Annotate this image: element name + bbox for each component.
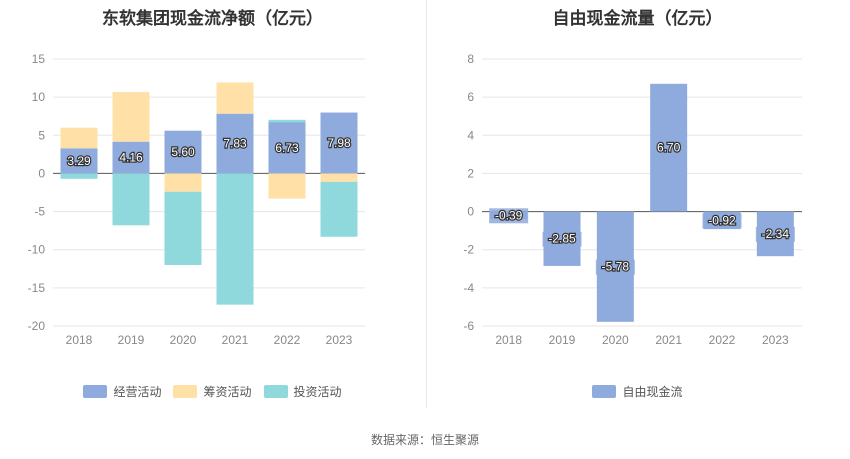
left-data-label-bg [323, 135, 355, 151]
right-legend-label: 自由现金流 [622, 385, 683, 399]
right-x-tick-label: 2023 [762, 333, 789, 347]
right-data-label-bg [489, 208, 529, 224]
right-legend-item-1[interactable]: 自由现金流 [592, 383, 683, 400]
left-data-label-bg [219, 136, 251, 152]
right-y-tick-label: -4 [463, 281, 474, 295]
right-data-label-bg [755, 226, 795, 242]
right-x-tick-label: 2019 [549, 333, 576, 347]
left-x-tick-label: 2020 [170, 333, 197, 347]
left-legend-item-3[interactable]: 投资活动 [263, 383, 342, 400]
left-y-tick-label: -5 [34, 205, 45, 219]
left-x-tick-label: 2022 [274, 333, 301, 347]
left-bar-3 [112, 173, 150, 226]
left-bar-3 [268, 119, 306, 123]
right-legend-swatch [592, 385, 617, 398]
left-y-tick-label: 15 [32, 52, 46, 66]
left-data-label: 4.16 [119, 151, 143, 165]
left-legend-label: 筹资活动 [203, 385, 252, 399]
left-data-label-bg [167, 145, 199, 161]
right-data-label: 6.70 [657, 141, 681, 155]
left-chart-title: 东软集团现金流净额（亿元） [102, 9, 323, 28]
left-bar-2 [268, 173, 306, 199]
left-bar-2 [164, 173, 202, 192]
right-data-label: -0.39 [495, 208, 523, 222]
left-y-tick-label: 10 [32, 90, 46, 104]
left-chart-plot: 15 10 5 0 -5 -10 -15 -20 2018 2019 2020 2021 2022 202… [28, 52, 365, 347]
left-y-tick-label: 5 [38, 128, 45, 142]
left-y-tick-label: -15 [28, 281, 46, 295]
right-y-tick-label: 0 [467, 205, 474, 219]
left-data-label: 7.98 [327, 136, 351, 150]
left-legend-swatch [83, 385, 108, 398]
right-y-tick-label: 4 [467, 128, 474, 142]
left-data-label: 3.29 [67, 154, 91, 168]
right-y-tick-label: 2 [467, 166, 474, 180]
left-bar-2 [216, 82, 254, 114]
panel-divider [426, 0, 427, 408]
left-bar-3 [164, 191, 202, 265]
right-chart-panel: 自由现金流量（亿元） 8 6 4 2 0 -2 -4 -6 2018 2019 2020 2021 20… [425, 0, 850, 410]
left-legend-label: 投资活动 [293, 385, 342, 399]
right-y-tick-label: 6 [467, 90, 474, 104]
left-legend-item-1[interactable]: 经营活动 [83, 383, 161, 400]
left-legend-swatch [173, 385, 198, 398]
left-data-label: 5.60 [171, 145, 195, 159]
left-bar-3 [216, 173, 254, 305]
left-y-tick-label: -10 [28, 243, 46, 257]
left-legend-swatch [263, 385, 288, 398]
right-x-tick-label: 2020 [602, 333, 629, 347]
left-x-tick-label: 2018 [66, 333, 93, 347]
right-data-label: -2.85 [548, 232, 576, 246]
left-data-label-bg [115, 150, 147, 166]
right-data-label: -2.34 [762, 227, 790, 241]
right-y-tick-label: -2 [463, 243, 474, 257]
left-legend-item-2[interactable]: 筹资活动 [173, 383, 252, 400]
left-y-tick-label: 0 [38, 166, 45, 180]
left-bar-2 [320, 173, 358, 182]
left-legend-label: 经营活动 [113, 385, 162, 399]
right-data-label-bg [652, 140, 685, 156]
right-y-tick-label: -6 [463, 319, 474, 333]
left-bar-3 [320, 181, 358, 237]
right-data-label: -0.92 [708, 213, 736, 227]
data-source-note: 数据来源：恒生聚源 [370, 433, 479, 447]
right-data-label-bg [542, 231, 582, 247]
right-data-label: -5.78 [602, 260, 630, 274]
right-chart-legend: 自由现金流 [425, 383, 850, 400]
right-data-label-bg [595, 259, 635, 275]
right-data-label-bg [702, 213, 742, 229]
right-x-tick-label: 2021 [655, 333, 682, 347]
left-chart-legend: 经营活动 筹资活动 投资活动 [0, 383, 425, 400]
right-x-tick-label: 2018 [495, 333, 522, 347]
left-data-label-bg [63, 153, 95, 169]
right-x-tick-label: 2022 [709, 333, 736, 347]
left-y-tick-label: -20 [28, 319, 46, 333]
right-y-tick-label: 8 [467, 52, 474, 66]
left-x-tick-label: 2021 [222, 333, 249, 347]
left-data-label: 7.83 [223, 137, 247, 151]
left-bar-2 [112, 92, 150, 142]
left-data-label-bg [271, 140, 303, 156]
left-x-tick-label: 2019 [118, 333, 145, 347]
left-data-label: 6.73 [275, 141, 299, 155]
left-bar-2 [60, 127, 98, 149]
right-chart-title: 自由现金流量（亿元） [552, 9, 723, 28]
left-chart-panel: 东软集团现金流净额（亿元） 15 10 5 0 -5 -10 -15 -20 2018 2019 2… [0, 0, 425, 410]
left-x-tick-label: 2023 [326, 333, 353, 347]
right-chart-plot: 8 6 4 2 0 -2 -4 -6 2018 2019 2020 2021 2022 2023 -0.39… [463, 52, 802, 347]
left-bar-3 [60, 173, 98, 179]
